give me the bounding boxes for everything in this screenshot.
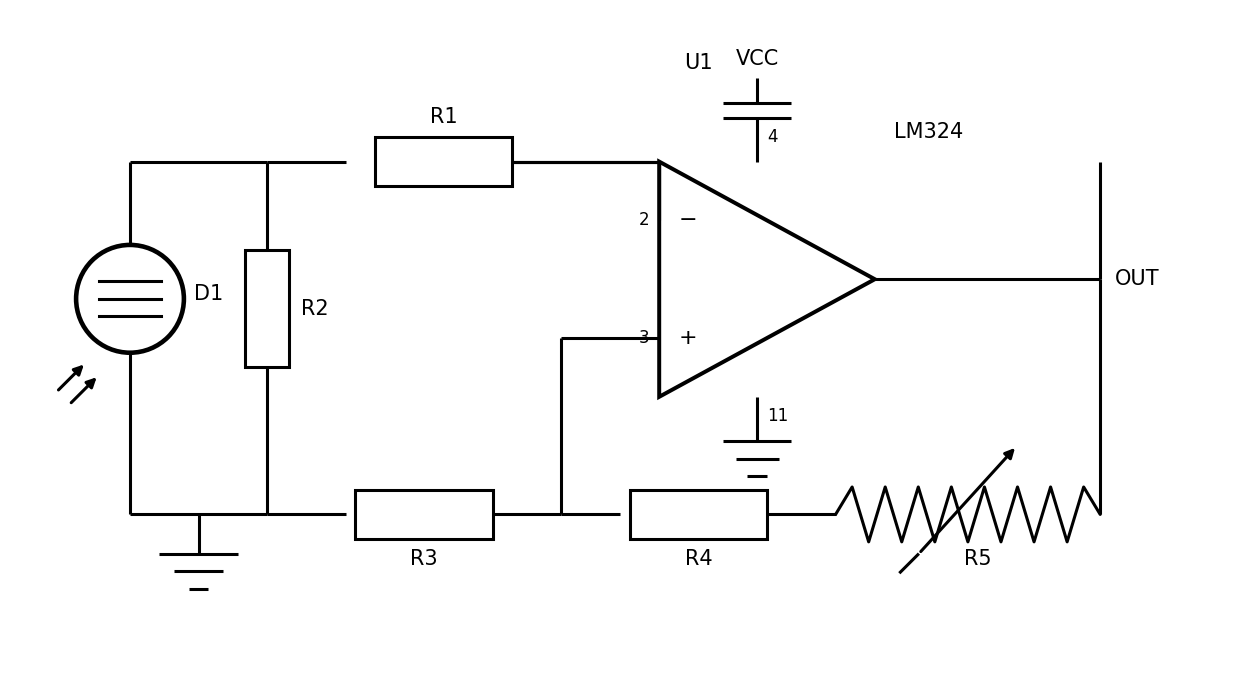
- Text: U1: U1: [684, 54, 713, 73]
- Bar: [356, 490, 492, 539]
- Bar: [630, 490, 768, 539]
- Bar: [374, 137, 512, 186]
- Text: R5: R5: [963, 549, 992, 569]
- Text: 4: 4: [768, 128, 777, 146]
- Text: +: +: [678, 328, 697, 348]
- Bar: [246, 250, 289, 367]
- Text: 3: 3: [639, 329, 650, 347]
- Text: −: −: [678, 210, 697, 231]
- Text: 11: 11: [768, 407, 789, 424]
- Text: R4: R4: [684, 549, 712, 569]
- Text: R3: R3: [410, 549, 438, 569]
- Text: 2: 2: [639, 212, 650, 229]
- Text: R2: R2: [301, 298, 329, 319]
- Text: VCC: VCC: [735, 49, 779, 68]
- Text: R1: R1: [430, 107, 458, 127]
- Text: LM324: LM324: [894, 122, 963, 142]
- Text: OUT: OUT: [1115, 269, 1159, 290]
- Text: D1: D1: [193, 284, 223, 304]
